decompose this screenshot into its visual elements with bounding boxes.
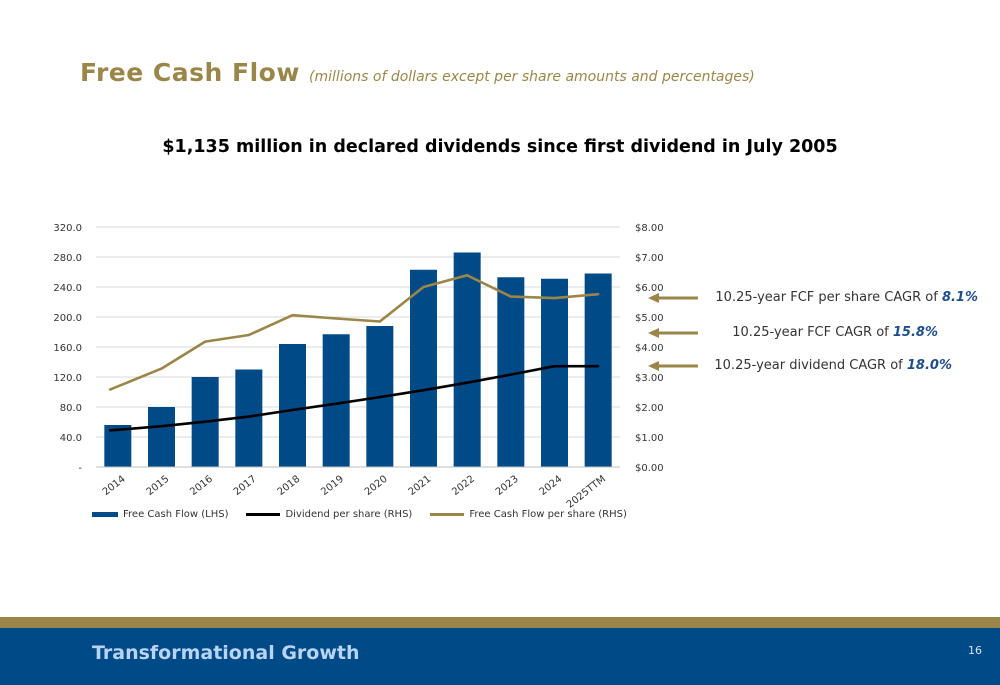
- left-axis-tick-label: 240.0: [53, 283, 82, 294]
- legend-label: Free Cash Flow (LHS): [123, 509, 229, 520]
- x-axis-category-label: 2020: [363, 474, 390, 498]
- callout-text: 10.25-year FCF CAGR of: [732, 325, 893, 340]
- line-point-2022: [465, 381, 469, 384]
- bar-fcf-2015: [148, 407, 175, 467]
- left-axis-tick-label: 320.0: [53, 223, 82, 234]
- legend-label: Dividend per share (RHS): [285, 509, 413, 520]
- line-point-2014: [108, 388, 112, 391]
- line-point-2020: [378, 320, 382, 323]
- left-axis-tick-label: -: [78, 463, 82, 474]
- legend-item-dividend: Dividend per share (RHS): [246, 509, 412, 520]
- footer-gold-band: [0, 617, 1000, 628]
- line-point-2021: [422, 389, 425, 392]
- dividends-headline: $1,135 million in declared dividends sin…: [162, 137, 838, 157]
- left-axis-tick-label: 160.0: [53, 343, 82, 354]
- page-subtitle: (millions of dollars except per share am…: [309, 69, 755, 85]
- bar-fcf-2022: [453, 252, 481, 467]
- bar-fcf-2014: [104, 425, 132, 467]
- line-point-2018: [291, 314, 294, 317]
- x-axis-category-label: 2018: [276, 474, 303, 498]
- callout-value: 18.0%: [906, 358, 952, 373]
- right-axis-tick-label: $4.00: [635, 343, 664, 354]
- line-point-2014: [108, 429, 112, 432]
- x-axis-category-label: 2014: [101, 474, 128, 498]
- page-number: 16: [968, 644, 982, 657]
- bar-fcf-2024: [541, 278, 568, 467]
- bar-fcf-2021: [410, 269, 437, 467]
- line-point-2023: [509, 373, 513, 376]
- line-point-2016: [203, 340, 207, 343]
- legend-swatch-bar: [92, 512, 118, 517]
- right-axis-tick-label: $8.00: [635, 223, 664, 234]
- line-point-2024: [553, 296, 556, 300]
- right-axis-tick-label: $1.00: [635, 433, 664, 444]
- left-axis-tick-label: 120.0: [53, 373, 82, 384]
- line-point-2017: [247, 333, 251, 337]
- fcf-per-share-line: [109, 273, 599, 391]
- line-point-2018: [291, 408, 294, 412]
- callout-arrow-icon: [648, 361, 698, 371]
- footer-title: Transformational Growth: [92, 642, 360, 664]
- fcf-chart: - 40.0 80.0 120.0 160.0 200.0 240.0 280.0 320.0 $…: [53, 223, 664, 511]
- line-point-2017: [247, 415, 251, 418]
- right-axis-tick-label: $2.00: [635, 403, 664, 414]
- line-point-2022: [465, 274, 469, 277]
- callout-value: 15.8%: [892, 325, 938, 340]
- x-axis-category-label: 2021: [407, 474, 434, 498]
- line-point-2023: [509, 295, 513, 298]
- page-title: Free Cash Flow: [80, 58, 300, 87]
- footer-bar: Transformational Growth 16: [0, 628, 1000, 685]
- callout-value: 8.1%: [941, 290, 978, 305]
- bar-fcf-2019: [322, 334, 350, 467]
- right-axis-tick-label: $3.00: [635, 373, 664, 384]
- x-axis-category-label: 2024: [538, 474, 565, 498]
- legend-item-fcf: Free Cash Flow (LHS): [92, 509, 228, 520]
- callout-dividend-cagr: 10.25-year dividend CAGR of 18.0%: [648, 356, 978, 376]
- line-point-2025TTM: [596, 293, 600, 296]
- left-axis-tick-label: 80.0: [60, 403, 82, 414]
- line-point-2021: [422, 285, 425, 289]
- x-axis-category-label: 2023: [494, 474, 521, 498]
- x-axis-category-label: 2016: [188, 474, 215, 498]
- line-point-2019: [334, 317, 338, 320]
- right-axis-tick-label: $5.00: [635, 313, 664, 324]
- line-point-2015: [160, 425, 163, 428]
- x-axis-category-label: 2025TTM: [565, 474, 608, 511]
- legend-swatch-line: [430, 513, 465, 516]
- right-axis-tick-label: $7.00: [635, 253, 664, 264]
- legend-label: Free Cash Flow per share (RHS): [469, 509, 627, 520]
- line-point-2024: [553, 365, 556, 368]
- line-point-2019: [334, 402, 338, 405]
- bar-fcf-2025TTM: [584, 273, 612, 467]
- legend-swatch-line: [246, 513, 281, 516]
- callout-fcf-per-share-cagr: 10.25-year FCF per share CAGR of 8.1%: [648, 288, 978, 308]
- page-title-group: Free Cash Flow (millions of dollars exce…: [80, 58, 755, 87]
- callout-arrow-icon: [648, 328, 698, 338]
- x-axis-category-label: 2015: [145, 474, 172, 498]
- right-axis-tick-label: $0.00: [635, 463, 664, 474]
- x-axis-category-label: 2019: [319, 474, 346, 498]
- callout-text: 10.25-year FCF per share CAGR of: [715, 290, 942, 305]
- line-point-2025TTM: [596, 365, 600, 368]
- left-axis-tick-label: 200.0: [53, 313, 82, 324]
- callout-text: 10.25-year dividend CAGR of: [714, 358, 907, 373]
- left-axis-tick-label: 40.0: [60, 433, 82, 444]
- callout-arrow-icon: [648, 293, 698, 303]
- bar-fcf-2018: [279, 344, 306, 467]
- right-axis-tick-label: $6.00: [635, 283, 664, 294]
- dividend-per-share-line: [109, 364, 599, 432]
- x-axis-category-label: 2022: [450, 474, 477, 498]
- chart-legend: Free Cash Flow (LHS) Dividend per share …: [92, 509, 645, 520]
- left-axis-tick-label: 280.0: [53, 253, 82, 264]
- callout-fcf-cagr: 10.25-year FCF CAGR of 15.8%: [648, 323, 978, 343]
- line-point-2016: [203, 420, 207, 423]
- line-point-2015: [160, 367, 163, 370]
- x-axis-category-label: 2017: [232, 474, 259, 498]
- legend-item-fcf-per-share: Free Cash Flow per share (RHS): [430, 509, 627, 520]
- line-point-2020: [378, 395, 382, 399]
